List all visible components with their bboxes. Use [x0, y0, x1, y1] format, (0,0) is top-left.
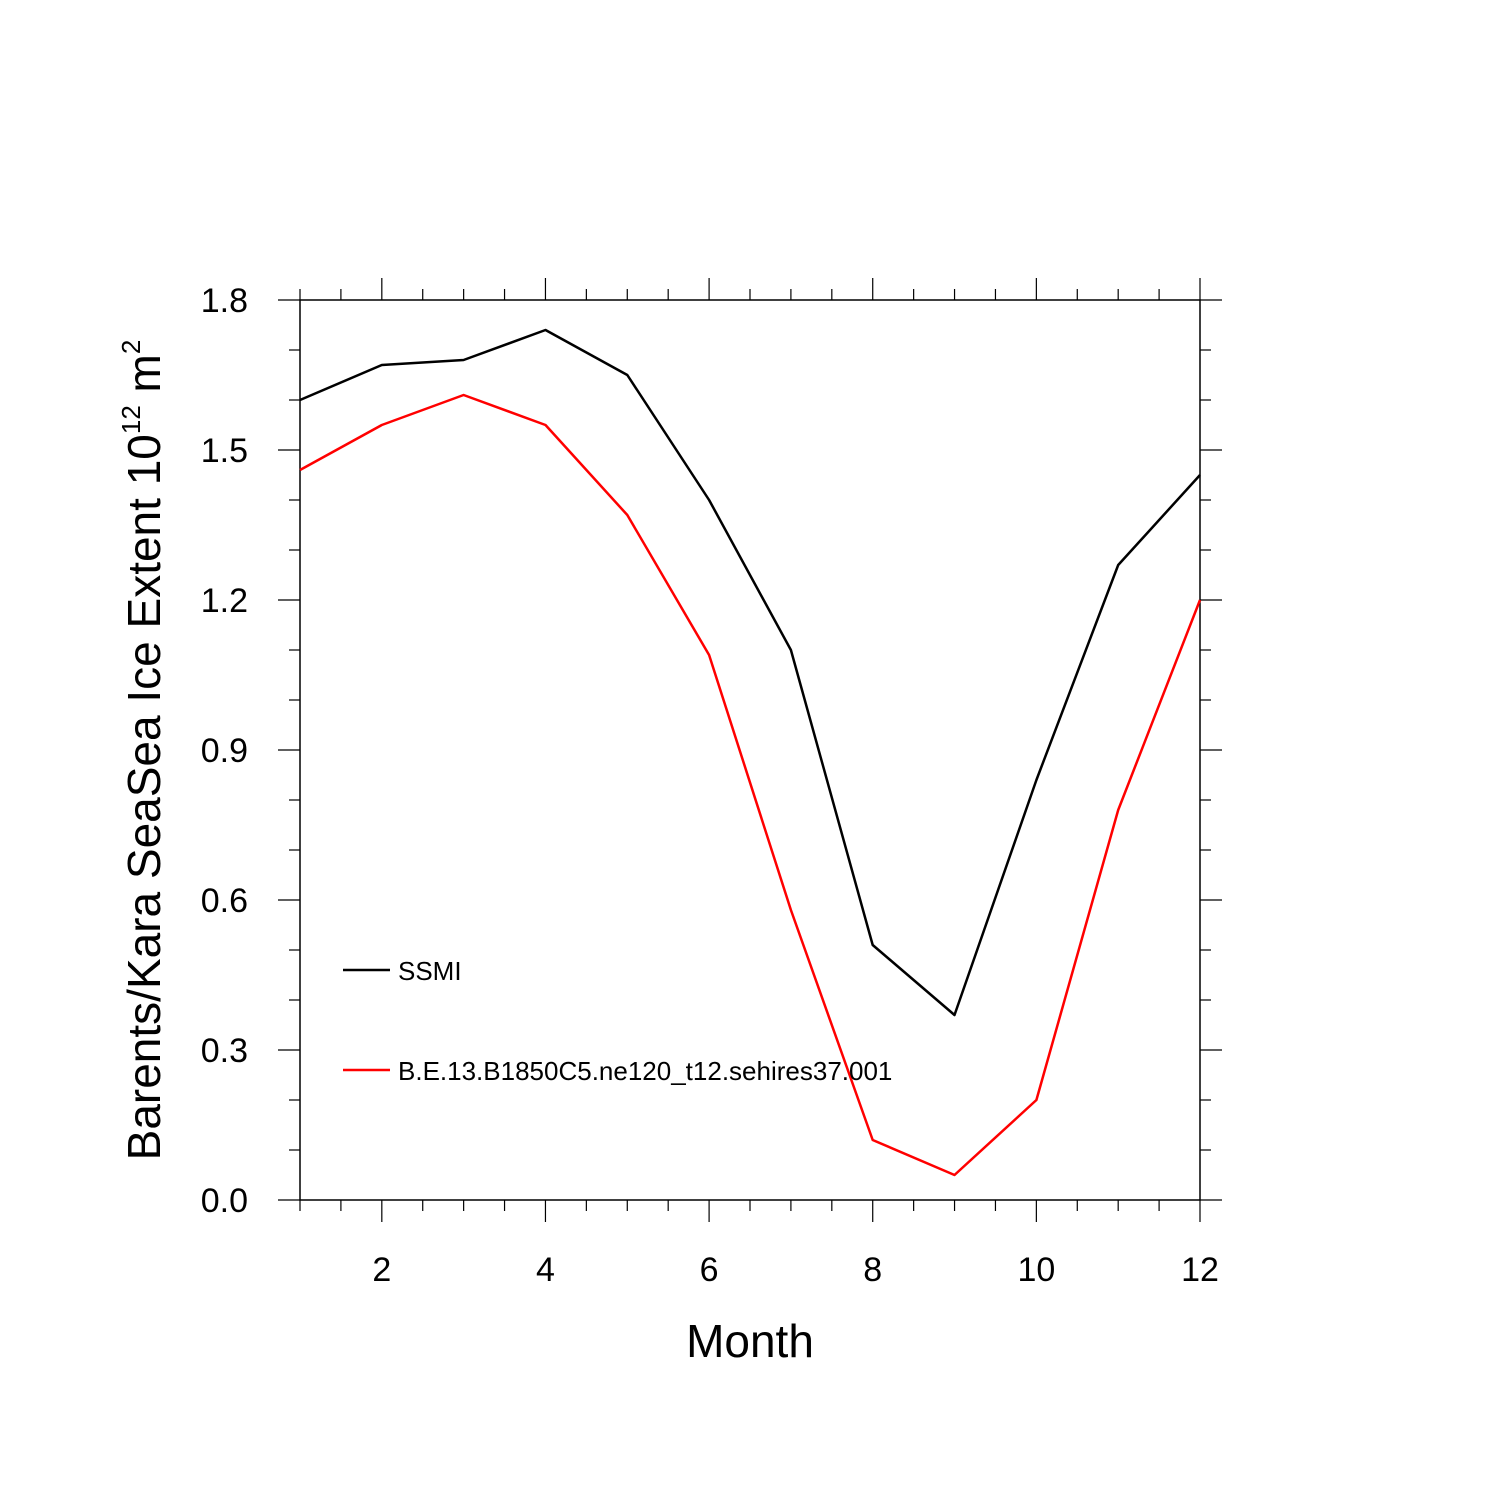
- y-tick-label: 0.6: [201, 882, 248, 920]
- series-line-0: [299, 328, 1201, 1017]
- x-tick-label: 8: [863, 1251, 882, 1289]
- y-tick-label: 0.0: [201, 1182, 248, 1220]
- x-axis-title: Month: [686, 1315, 814, 1367]
- y-axis-title: Barents/Kara SeaSea Ice Extent 1012 m2: [116, 340, 170, 1161]
- x-tick-label: 12: [1181, 1251, 1219, 1289]
- x-tick-label: 10: [1017, 1251, 1055, 1289]
- y-axis-title-unit-exponent: 2: [116, 340, 146, 354]
- y-axis-title-unit: m: [118, 354, 170, 405]
- x-tick-label: 6: [700, 1251, 719, 1289]
- y-tick-label: 1.2: [201, 582, 248, 620]
- x-tick-label: 4: [536, 1251, 555, 1289]
- y-tick-label: 0.3: [201, 1032, 248, 1070]
- legend-label-model: B.E.13.B1850C5.ne120_t12.sehires37.001: [398, 1056, 892, 1086]
- series-lines: [299, 328, 1202, 1177]
- y-tick-label: 0.9: [201, 732, 248, 770]
- y-tick-label: 1.8: [201, 282, 248, 320]
- legend-label-ssmi: SSMI: [398, 956, 462, 986]
- y-tick-label: 1.5: [201, 432, 248, 470]
- axis-ticks: [278, 278, 1222, 1222]
- axis-tick-labels: 2 4 6 8 10 12 0.0 0.3 0.6 0.9 1.2 1.5 1.8: [201, 282, 1219, 1289]
- series-line-1: [299, 393, 1202, 1177]
- y-axis-title-main: Barents/Kara SeaSea Ice Extent 10: [118, 434, 170, 1160]
- legend: SSMI B.E.13.B1850C5.ne120_t12.sehires37.…: [343, 956, 892, 1086]
- y-axis-title-exponent: 12: [116, 405, 146, 434]
- x-tick-label: 2: [372, 1251, 391, 1289]
